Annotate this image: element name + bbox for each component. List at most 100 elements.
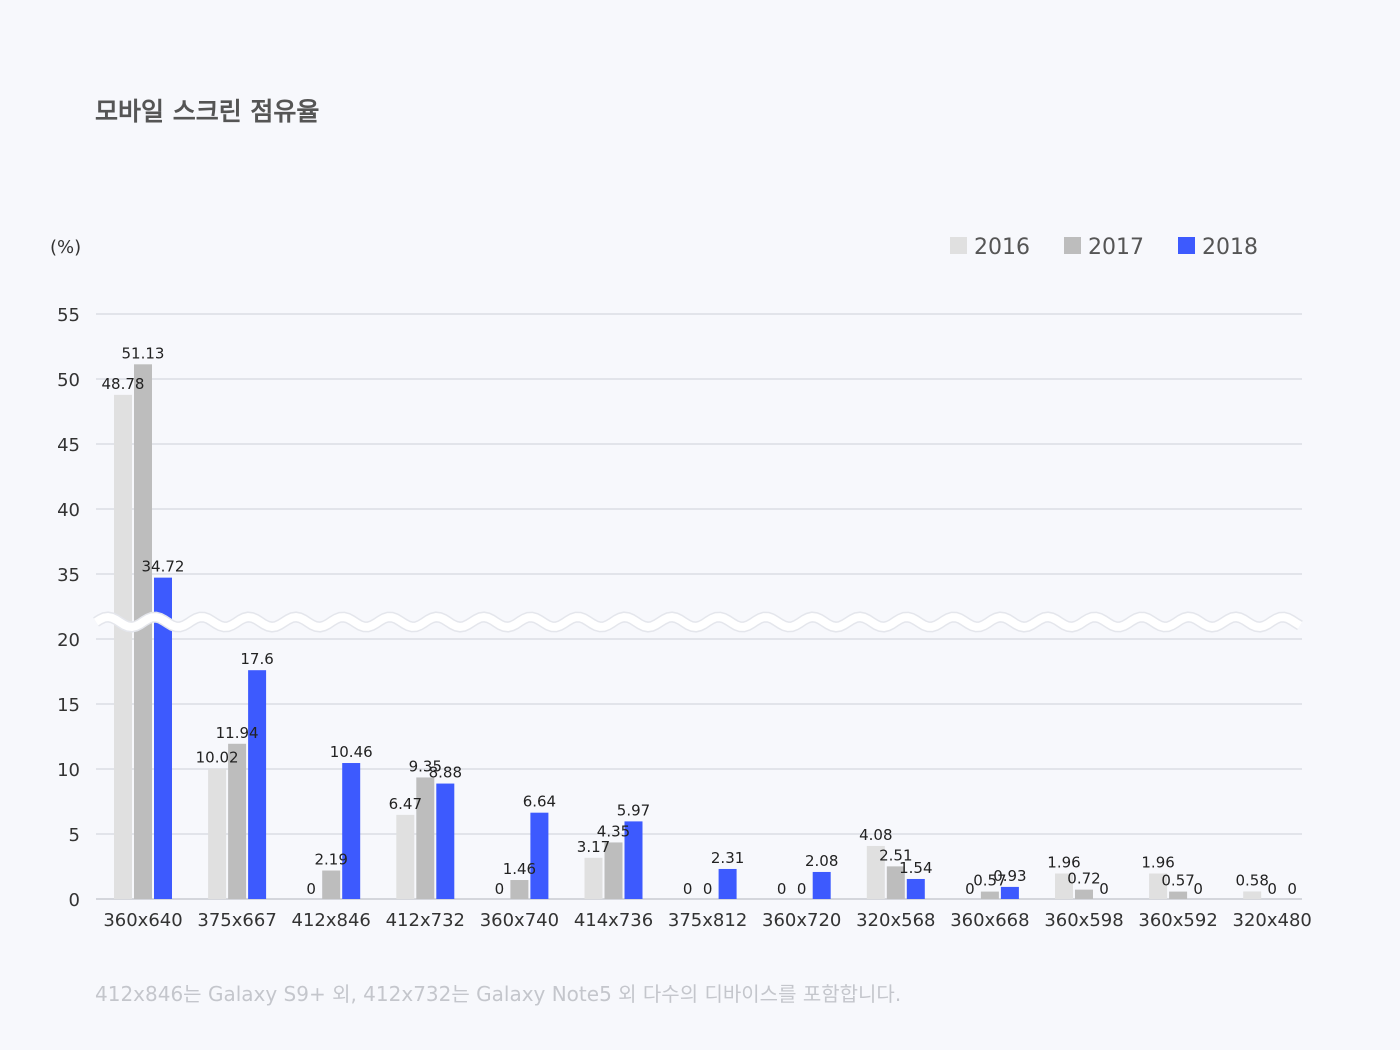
bar-2018 [248,670,267,899]
data-label: 0 [777,880,787,898]
legend-label: 2016 [974,235,1030,260]
y-axis-label: (%) [50,237,81,258]
bar-2016 [396,814,415,899]
y-tick-label: 15 [57,695,80,716]
data-label: 1.46 [503,860,536,878]
data-label: 2.08 [805,852,838,870]
bar-2017 [980,891,999,899]
x-tick-label: 360x598 [1044,910,1123,931]
data-label: 0 [965,880,975,898]
bar-2016 [208,768,227,899]
data-label: 2.19 [314,851,347,869]
x-tick-label: 412x732 [386,910,465,931]
data-label: 1.96 [1047,854,1080,872]
data-label: 2.31 [711,849,744,867]
data-label: 8.88 [429,764,462,782]
x-tick-label: 360x640 [103,910,182,931]
bar-2016 [114,394,132,899]
data-label: 10.02 [196,749,239,767]
bar-2016 [1055,873,1073,899]
y-tick-label: 45 [57,435,80,456]
data-label: 0 [495,880,505,898]
data-label: 0 [1287,880,1297,898]
data-label: 1.96 [1141,854,1174,872]
bar-2017 [228,743,247,899]
data-label: 4.08 [859,826,892,844]
data-label: 0 [1099,880,1109,898]
bar-2018 [1000,886,1019,899]
axis-break-wave [93,612,1303,632]
data-label: 10.46 [330,743,373,761]
bar-2017 [1169,891,1188,899]
data-label: 1.54 [899,859,932,877]
x-tick-label: 320x480 [1233,910,1312,931]
bar-2016 [866,845,885,899]
x-tick-label: 360x740 [480,910,559,931]
data-label: 0 [1193,880,1203,898]
y-tick-label: 40 [57,500,80,521]
bar-2017 [1075,889,1093,899]
legend-label: 2018 [1202,235,1258,260]
data-label: 3.17 [577,838,610,856]
x-tick-label: 320x568 [856,910,935,931]
x-tick-label: 360x668 [950,910,1029,931]
bar-2018 [906,878,925,899]
data-label: 0 [797,880,807,898]
bar-2018 [154,577,172,899]
data-label: 0.57 [973,872,1006,890]
bar-2016 [584,857,603,899]
data-label: 51.13 [122,344,165,362]
bar-2017 [134,364,152,899]
data-label: 5.97 [617,801,650,819]
legend-swatch-2016 [950,237,967,254]
bar-2018 [812,871,831,899]
y-tick-label: 10 [57,760,80,781]
data-label: 0 [703,880,713,898]
data-label: 34.72 [142,558,185,576]
legend-swatch-2018 [1178,237,1195,254]
bar-2017 [510,880,529,899]
data-label: 11.94 [216,724,259,742]
data-label: 6.47 [389,795,422,813]
data-label: 2.51 [879,846,912,864]
bar-2016 [1149,873,1168,899]
x-tick-label: 412x846 [292,910,371,931]
data-label: 4.35 [597,822,630,840]
bar-2017 [416,777,435,899]
bar-2017 [886,866,905,899]
y-tick-label: 0 [69,890,80,911]
y-tick-label: 5 [69,825,80,846]
data-label: 0 [306,880,316,898]
legend-swatch-2017 [1064,237,1081,254]
bar-2018 [624,821,643,899]
x-tick-label: 414x736 [574,910,653,931]
bar-2018 [530,812,549,899]
legend-label: 2017 [1088,235,1144,260]
y-tick-label: 20 [57,630,80,651]
data-label: 17.6 [240,650,273,668]
x-tick-label: 375x812 [668,910,747,931]
bar-2017 [604,842,623,899]
x-tick-label: 360x720 [762,910,841,931]
y-tick-label: 55 [57,305,80,326]
data-label: 48.78 [102,375,145,393]
data-label: 0.58 [1235,871,1268,889]
data-label: 0 [1267,880,1277,898]
chart-title: 모바일 스크린 점유율 [95,97,320,126]
x-tick-label: 375x667 [197,910,276,931]
data-label: 6.64 [523,793,556,811]
data-label: 0.93 [993,867,1026,885]
data-label: 9.35 [409,757,442,775]
bar-2016 [1243,891,1262,899]
data-label: 0 [683,880,693,898]
bar-2018 [718,868,737,899]
data-label: 0.57 [1161,872,1194,890]
y-tick-label: 50 [57,370,80,391]
x-tick-label: 360x592 [1138,910,1217,931]
data-label: 0.72 [1067,870,1100,888]
bar-2018 [342,763,361,899]
bar-2017 [322,870,341,899]
bar-2018 [436,783,455,899]
footnote: 412x846는 Galaxy S9+ 외, 412x732는 Galaxy N… [95,982,902,1006]
